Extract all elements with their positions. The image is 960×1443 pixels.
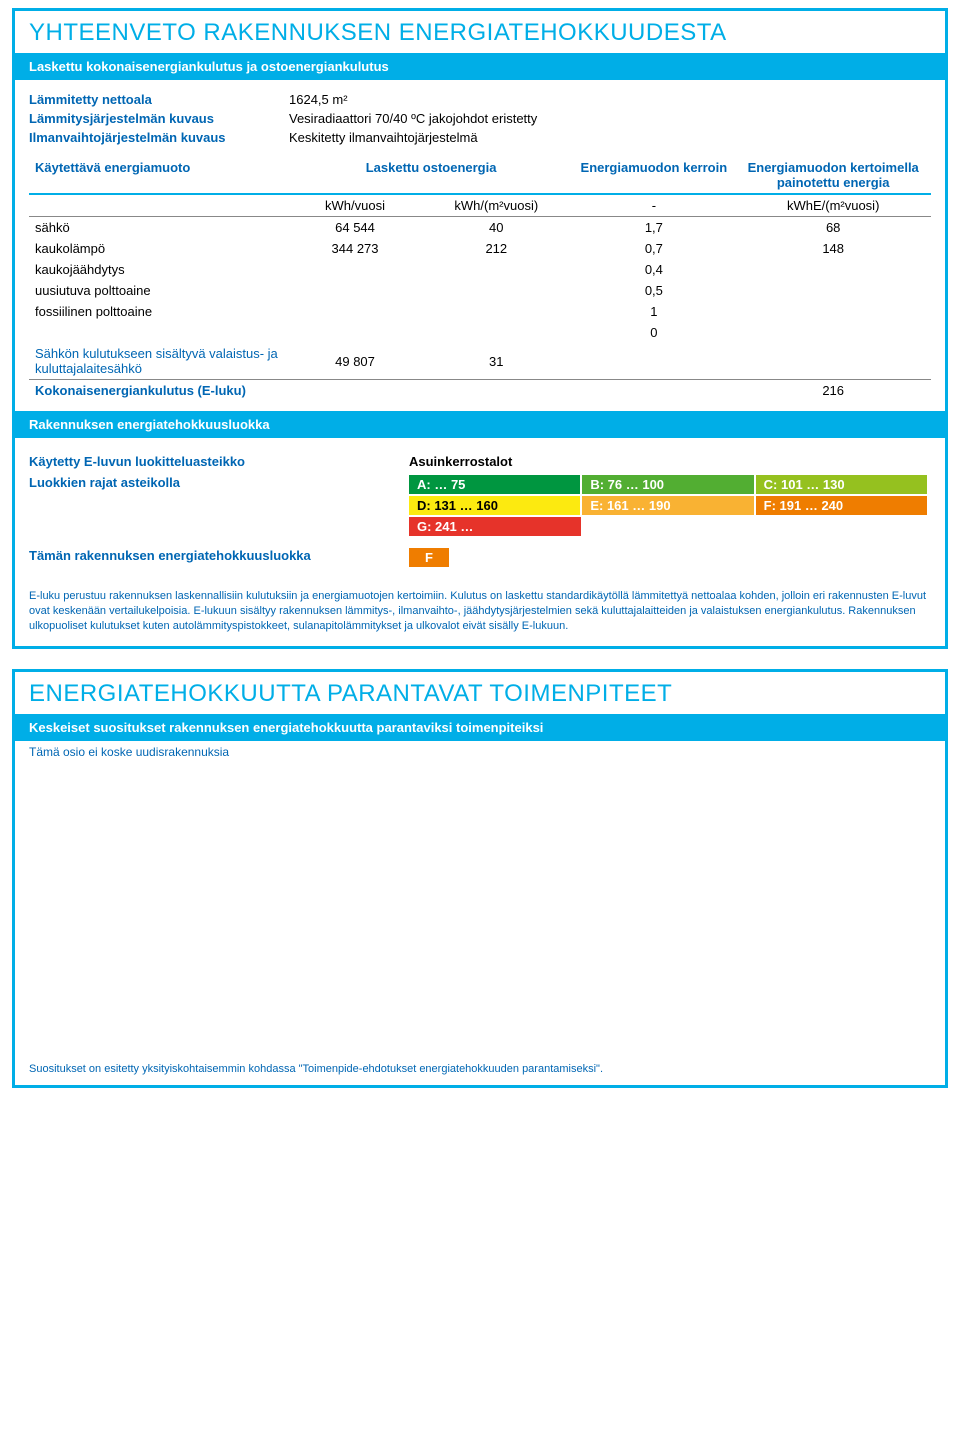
- measures-panel: ENERGIATEHOKKUUTTA PARANTAVAT TOIMENPITE…: [12, 669, 948, 1088]
- cell: 0,5: [572, 280, 735, 301]
- result-label: Tämän rakennuksen energiatehokkuusluokka: [29, 548, 389, 563]
- cell: 64 544: [290, 217, 420, 239]
- row-label: Ilmanvaihtojärjestelmän kuvaus: [29, 128, 289, 147]
- total-value: 216: [735, 380, 931, 402]
- section2-footer: Suositukset on esitetty yksityiskohtaise…: [15, 763, 945, 1085]
- scale-type: Asuinkerrostalot: [409, 454, 512, 469]
- cell: 0,7: [572, 238, 735, 259]
- row-value: 1624,5 m²: [289, 90, 931, 109]
- cell: 68: [735, 217, 931, 239]
- col-header: Käytettävä energiamuoto: [29, 157, 290, 194]
- energy-name: kaukojäähdytys: [29, 259, 290, 280]
- cell: 344 273: [290, 238, 420, 259]
- cell: 148: [735, 238, 931, 259]
- cell: [290, 301, 420, 322]
- unit: kWh/(m²vuosi): [420, 194, 572, 217]
- cell: 31: [420, 343, 572, 380]
- unit: -: [572, 194, 735, 217]
- class-g: G: 241 …: [409, 517, 581, 536]
- class-b: B: 76 … 100: [582, 475, 753, 494]
- cell: [735, 322, 931, 343]
- energy-name: uusiutuva polttoaine: [29, 280, 290, 301]
- sahkon-label: Sähkön kulutukseen sisältyvä valaistus- …: [29, 343, 290, 380]
- unit: kWh/vuosi: [290, 194, 420, 217]
- class-f: F: 191 … 240: [756, 496, 927, 515]
- section1-title: YHTEENVETO RAKENNUKSEN ENERGIATEHOKKUUDE…: [15, 11, 945, 53]
- cell: [420, 301, 572, 322]
- ranges-label: Luokkien rajat asteikolla: [29, 475, 389, 490]
- cell: [420, 322, 572, 343]
- cell: 0,4: [572, 259, 735, 280]
- scale-label: Käytetty E-luvun luokitteluasteikko: [29, 454, 389, 469]
- section2-title: ENERGIATEHOKKUUTTA PARANTAVAT TOIMENPITE…: [15, 672, 945, 714]
- section1-strip2: Rakennuksen energiatehokkuusluokka: [15, 411, 945, 438]
- row-label: Lämmitetty nettoala: [29, 90, 289, 109]
- energy-name: kaukolämpö: [29, 238, 290, 259]
- cell: [290, 280, 420, 301]
- unit: kWhE/(m²vuosi): [735, 194, 931, 217]
- class-a: A: … 75: [409, 475, 580, 494]
- cell: [735, 280, 931, 301]
- cell: [735, 301, 931, 322]
- cell: 49 807: [290, 343, 420, 380]
- total-label: Kokonaisenergiankulutus (E-luku): [29, 380, 735, 402]
- row-label: Lämmitysjärjestelmän kuvaus: [29, 109, 289, 128]
- section2-body: Tämä osio ei koske uudisrakennuksia: [15, 741, 945, 763]
- cell: [290, 259, 420, 280]
- cell: 1: [572, 301, 735, 322]
- col-header: Energiamuodon kertoimella painotettu ene…: [735, 157, 931, 194]
- class-d: D: 131 … 160: [409, 496, 580, 515]
- cell: 0: [572, 322, 735, 343]
- energy-table: Käytettävä energiamuoto Laskettu ostoene…: [29, 157, 931, 401]
- row-value: Vesiradiaattori 70/40 ºC jakojohdot eris…: [289, 109, 931, 128]
- cell: 212: [420, 238, 572, 259]
- col-header: Energiamuodon kerroin: [572, 157, 735, 194]
- col-header: Laskettu ostoenergia: [290, 157, 573, 194]
- cell: 40: [420, 217, 572, 239]
- cell: [420, 259, 572, 280]
- cell: 1,7: [572, 217, 735, 239]
- cell: [735, 259, 931, 280]
- result-class: F: [409, 548, 449, 567]
- building-info-table: Lämmitetty nettoala 1624,5 m² Lämmitysjä…: [29, 90, 931, 147]
- class-c: C: 101 … 130: [756, 475, 927, 494]
- energy-name: [29, 322, 290, 343]
- section2-strip: Keskeiset suositukset rakennuksen energi…: [15, 714, 945, 741]
- section1-strip1: Laskettu kokonaisenergiankulutus ja osto…: [15, 53, 945, 80]
- section1-footnote: E-luku perustuu rakennuksen laskennallis…: [15, 583, 945, 646]
- energy-name: fossiilinen polttoaine: [29, 301, 290, 322]
- class-scale: A: … 75 B: 76 … 100 C: 101 … 130 D: 131 …: [409, 475, 929, 538]
- cell: [420, 280, 572, 301]
- row-value: Keskitetty ilmanvaihtojärjestelmä: [289, 128, 931, 147]
- summary-panel: YHTEENVETO RAKENNUKSEN ENERGIATEHOKKUUDE…: [12, 8, 948, 649]
- cell: [290, 322, 420, 343]
- energy-name: sähkö: [29, 217, 290, 239]
- class-e: E: 161 … 190: [582, 496, 753, 515]
